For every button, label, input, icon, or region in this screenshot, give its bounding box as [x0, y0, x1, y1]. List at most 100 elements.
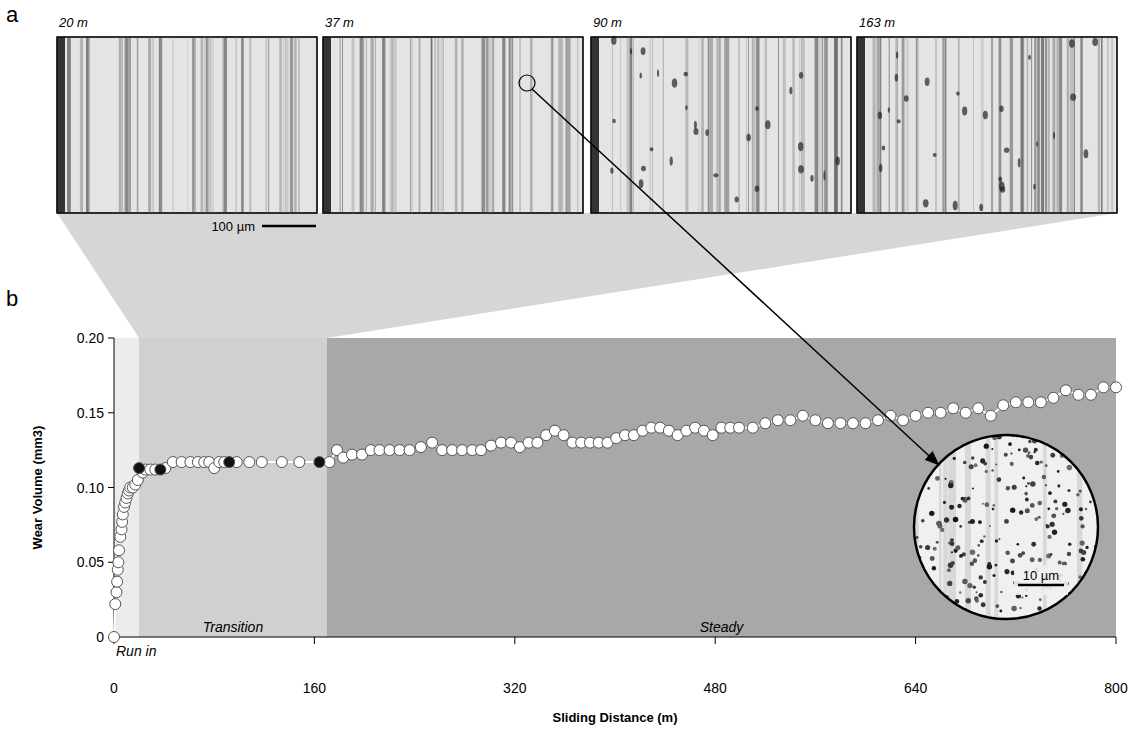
- micrograph-pit: [755, 106, 759, 111]
- inset-pit: [991, 469, 993, 471]
- region-label: Run in: [116, 643, 157, 659]
- inset-pit: [923, 440, 927, 444]
- inset-pit: [1008, 442, 1012, 446]
- inset-pit: [997, 477, 1002, 482]
- micrograph-bg: [857, 37, 1117, 213]
- data-point: [276, 457, 287, 468]
- inset-pit: [921, 519, 925, 523]
- data-point: [415, 442, 426, 453]
- inset-pit: [1053, 499, 1057, 503]
- data-point: [923, 407, 934, 418]
- inset-pit: [1079, 507, 1083, 511]
- data-point: [860, 418, 871, 429]
- inset-pit: [1073, 609, 1078, 614]
- inset-pit: [1052, 530, 1057, 535]
- data-point: [1010, 397, 1021, 408]
- micrograph-stripe: [973, 37, 975, 213]
- micrograph-stripe: [719, 37, 720, 213]
- y-tick-label: 0: [96, 629, 104, 645]
- data-point: [1098, 382, 1109, 393]
- inset-pit: [920, 584, 924, 588]
- micrograph-pit: [1018, 158, 1021, 167]
- micrograph: [591, 36, 851, 213]
- data-point: [113, 557, 124, 568]
- inset-pit: [1039, 598, 1042, 601]
- micrograph-pit: [895, 74, 898, 82]
- inset-pit: [1092, 445, 1097, 450]
- micrograph-stripe: [519, 37, 521, 213]
- micrograph-stripe: [1056, 37, 1059, 213]
- y-tick-label: 0.10: [77, 480, 104, 496]
- micrograph-stripe: [1098, 37, 1100, 213]
- inset-pit: [943, 447, 946, 450]
- micrograph-pit: [683, 72, 688, 77]
- micrograph-stripe: [1048, 37, 1050, 213]
- x-tick: [715, 637, 716, 644]
- micrograph-edge: [57, 37, 65, 213]
- micrograph-stripe: [1020, 37, 1023, 213]
- inset-pit: [973, 586, 976, 589]
- inset-pit: [977, 544, 980, 547]
- inset-pit: [937, 521, 942, 526]
- data-point: [1035, 397, 1046, 408]
- zoom-funnel: [57, 213, 1117, 338]
- micrograph-pit: [798, 142, 803, 151]
- micrograph-stripe: [440, 37, 443, 213]
- inset-pit: [918, 597, 922, 601]
- data-point: [797, 410, 808, 421]
- micrograph-pit: [713, 173, 718, 177]
- inset-pit: [958, 433, 962, 437]
- inset-pit: [971, 456, 974, 459]
- inset-pit: [1046, 524, 1050, 528]
- micrograph-stripe: [708, 37, 710, 213]
- micrograph-stripe: [285, 37, 288, 213]
- x-tick-label: 480: [704, 680, 728, 696]
- micrograph-stripe: [241, 37, 244, 213]
- inset-pit: [1040, 460, 1043, 463]
- inset-pit: [1089, 579, 1094, 584]
- micrograph-pit: [933, 153, 937, 157]
- data-point: [114, 545, 125, 556]
- inset-pit: [919, 545, 922, 548]
- inset-pit: [1062, 600, 1067, 605]
- x-axis: [114, 637, 1116, 638]
- micrograph-stripe: [916, 37, 918, 213]
- micrograph-pit: [657, 70, 659, 77]
- micrograph-pit: [630, 48, 632, 54]
- micrograph-stripe: [212, 37, 214, 213]
- data-point: [873, 415, 884, 426]
- data-point: [935, 407, 946, 418]
- micrograph-label: 37 m: [325, 15, 354, 30]
- inset-pit: [953, 457, 956, 460]
- inset-pit: [962, 579, 967, 584]
- x-tick: [314, 637, 315, 644]
- micrograph-stripe: [511, 37, 513, 213]
- inset-pit: [1063, 446, 1068, 451]
- inset-pit: [1080, 524, 1084, 528]
- inset-pit: [951, 551, 953, 553]
- micrograph-stripe: [1111, 37, 1113, 213]
- micrograph-frame: [857, 37, 1117, 213]
- inset-pit: [1067, 489, 1070, 492]
- micrograph-stripe: [803, 37, 805, 213]
- data-point: [1060, 385, 1071, 396]
- inset-pit: [1010, 559, 1015, 564]
- data-point: [898, 415, 909, 426]
- inset-pit: [1046, 616, 1052, 622]
- micrograph-stripe: [798, 37, 800, 213]
- data-point: [374, 445, 385, 456]
- micrograph-stripe: [1010, 37, 1013, 213]
- micrograph-pit: [979, 204, 983, 211]
- inset-pit: [947, 568, 951, 572]
- inset-pit: [976, 591, 978, 593]
- inset-pit: [916, 536, 919, 539]
- inset-pit: [1038, 516, 1041, 519]
- micrograph-pit: [694, 121, 697, 129]
- micrograph-stripe: [824, 37, 827, 213]
- micrograph-stripe: [489, 37, 492, 213]
- inset-pit: [984, 444, 989, 449]
- inset-pit: [1062, 502, 1067, 507]
- micrograph-stripe: [149, 37, 151, 213]
- micrograph-stripe: [1101, 37, 1102, 213]
- micrograph-stripe: [942, 37, 944, 213]
